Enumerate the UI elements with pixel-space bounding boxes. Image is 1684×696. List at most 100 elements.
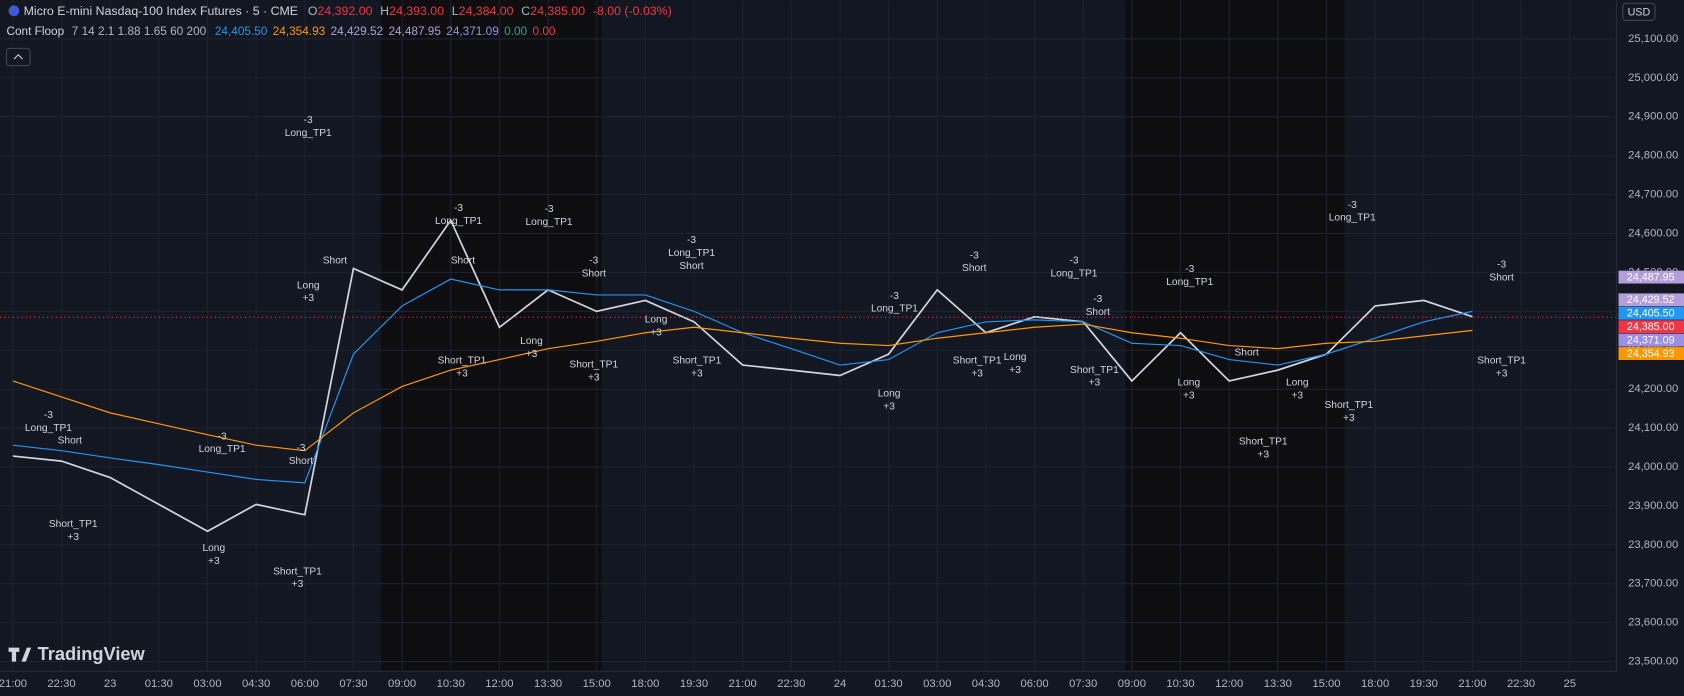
signal-text: Long (878, 389, 901, 400)
signal-label: -3 Long_TP1 (1166, 264, 1213, 288)
signal-label: Short (58, 436, 83, 447)
x-tick-label: 18:00 (1361, 678, 1389, 690)
signal-text: Short (582, 268, 607, 279)
signal-text: Short_TP1 (1070, 365, 1119, 376)
indicator-value: 24,354.93 (273, 24, 326, 38)
x-tick-label: 04:30 (242, 678, 270, 690)
header: Micro E-mini Nasdaq-100 Index Futures · … (24, 4, 672, 18)
x-tick-label: 07:30 (1069, 678, 1097, 690)
price-tag (1618, 293, 1684, 307)
x-tick-label: 03:00 (193, 678, 221, 690)
signal-text: -3 (44, 410, 53, 421)
price-tag (1618, 320, 1684, 334)
signal-text: -3 (1185, 264, 1194, 275)
indicator-value: 24,429.52 (331, 24, 383, 38)
signal-text: +3 (1343, 413, 1355, 424)
y-tick-label: 23,500.00 (1628, 656, 1678, 668)
currency-label[interactable]: USD (1628, 7, 1651, 19)
signal-label: Short_TP1 +3 (1070, 365, 1119, 389)
signal-label: -3 Long_TP1 Short (668, 235, 715, 272)
indicator-value: 0.00 (504, 24, 527, 38)
signal-text: Short_TP1 (1477, 355, 1526, 366)
signal-label: -3 Long_TP1 (1050, 255, 1097, 279)
x-tick-label: 24 (834, 678, 847, 690)
price-tag-label: 24,429.52 (1627, 294, 1675, 306)
signal-text: Long_TP1 (285, 128, 332, 139)
signal-text: -3 (970, 250, 979, 261)
collapse-icon[interactable] (13, 54, 23, 60)
signal-text: Long_TP1 (526, 217, 573, 228)
signal-text: Long_TP1 (25, 423, 72, 434)
x-tick-label: 09:00 (1118, 678, 1146, 690)
signal-label: Long +3 (297, 280, 320, 304)
y-tick-label: 23,900.00 (1628, 500, 1678, 512)
signal-text: Short_TP1 (1239, 437, 1288, 448)
y-tick-label: 24,200.00 (1628, 383, 1678, 395)
ohlc-value: 24,384.00 (459, 4, 514, 18)
currency-frame[interactable] (1622, 2, 1656, 21)
signal-label: -3 Short (962, 250, 987, 274)
price-tag-label: 24,487.95 (1627, 271, 1675, 283)
signal-text: Long_TP1 (668, 248, 715, 259)
signal-text: Short (1235, 348, 1260, 359)
signal-text: Long (1177, 378, 1200, 389)
plot: -3 Long_TP1 Short Short_TP1 +3 -3 Long_TP1 Long… (0, 115, 1617, 590)
signal-label: -3 Short (1489, 260, 1514, 284)
signal-label: Short (451, 255, 476, 266)
signal-text: Short_TP1 (1325, 400, 1374, 411)
signal-text: Short_TP1 (49, 519, 98, 530)
watermark: TradingView (38, 643, 146, 664)
currency-button[interactable]: USD (1622, 2, 1656, 21)
x-tick-label: 22:30 (1507, 678, 1535, 690)
signal-text: -3 (304, 115, 313, 126)
flag-icon (8, 5, 20, 17)
price-tag-label: 24,371.09 (1627, 334, 1675, 346)
signal-text: Long (297, 280, 320, 291)
signal-text: Short (58, 436, 83, 447)
signal-label: -3 Short (582, 255, 607, 279)
x-tick-label: 23 (104, 678, 117, 690)
session-shade (381, 0, 602, 672)
signal-label: Short_TP1 +3 (569, 360, 618, 384)
indicator-value: 24,405.50 (215, 24, 268, 38)
signal-label: -3 Long_TP1 (526, 204, 573, 228)
x-tick-label: 03:00 (923, 678, 951, 690)
collapse-button-frame[interactable] (5, 47, 31, 67)
x-tick-label: 25 (1563, 678, 1576, 690)
ohlc-label: C (521, 4, 530, 18)
signal-text: -3 (1069, 255, 1078, 266)
x-tick-label: 04:30 (972, 678, 1000, 690)
collapse-button[interactable] (5, 47, 31, 67)
signal-text: +3 (971, 368, 983, 379)
signal-text: Long (520, 336, 543, 347)
x-tick-label: 21:00 (1458, 678, 1486, 690)
signal-text: Long_TP1 (1166, 277, 1213, 288)
signal-text: +3 (292, 579, 304, 590)
signal-text: +3 (1009, 365, 1021, 376)
signal-label: Short_TP1 +3 (1325, 400, 1374, 424)
signal-label: Short (323, 255, 348, 266)
signal-text: Short (679, 261, 704, 272)
signal-label: -3 Short (289, 443, 314, 467)
signal-text: +3 (1291, 391, 1303, 402)
y-tick-label: 25,100.00 (1628, 33, 1678, 45)
price-tag (1618, 347, 1684, 360)
ohlc-value: 24,392.00 (318, 4, 373, 18)
signal-label: Short_TP1 +3 (438, 355, 487, 379)
signal-text: +3 (1257, 450, 1269, 461)
x-tick-label: 21:00 (0, 678, 27, 690)
signal-text: -3 (296, 443, 305, 454)
y-tick-label: 25,000.00 (1628, 72, 1678, 84)
x-tick-label: 21:00 (729, 678, 757, 690)
x-tick-label: 18:00 (631, 678, 659, 690)
x-tick-label: 19:30 (680, 678, 708, 690)
signal-text: +3 (691, 368, 703, 379)
indicator-legend: Cont Floop 7 14 2.1 1.88 1.65 60 200 24,… (6, 24, 555, 38)
ohlc-value: 24,393.00 (389, 4, 444, 18)
signal-label: Long +3 (1004, 352, 1027, 376)
signal-text: Long_TP1 (199, 444, 246, 455)
price-tag-label: 24,405.50 (1627, 308, 1675, 320)
x-tick-label: 07:30 (339, 678, 367, 690)
signal-text: -3 (218, 431, 227, 442)
signal-text: Short_TP1 (273, 566, 322, 577)
